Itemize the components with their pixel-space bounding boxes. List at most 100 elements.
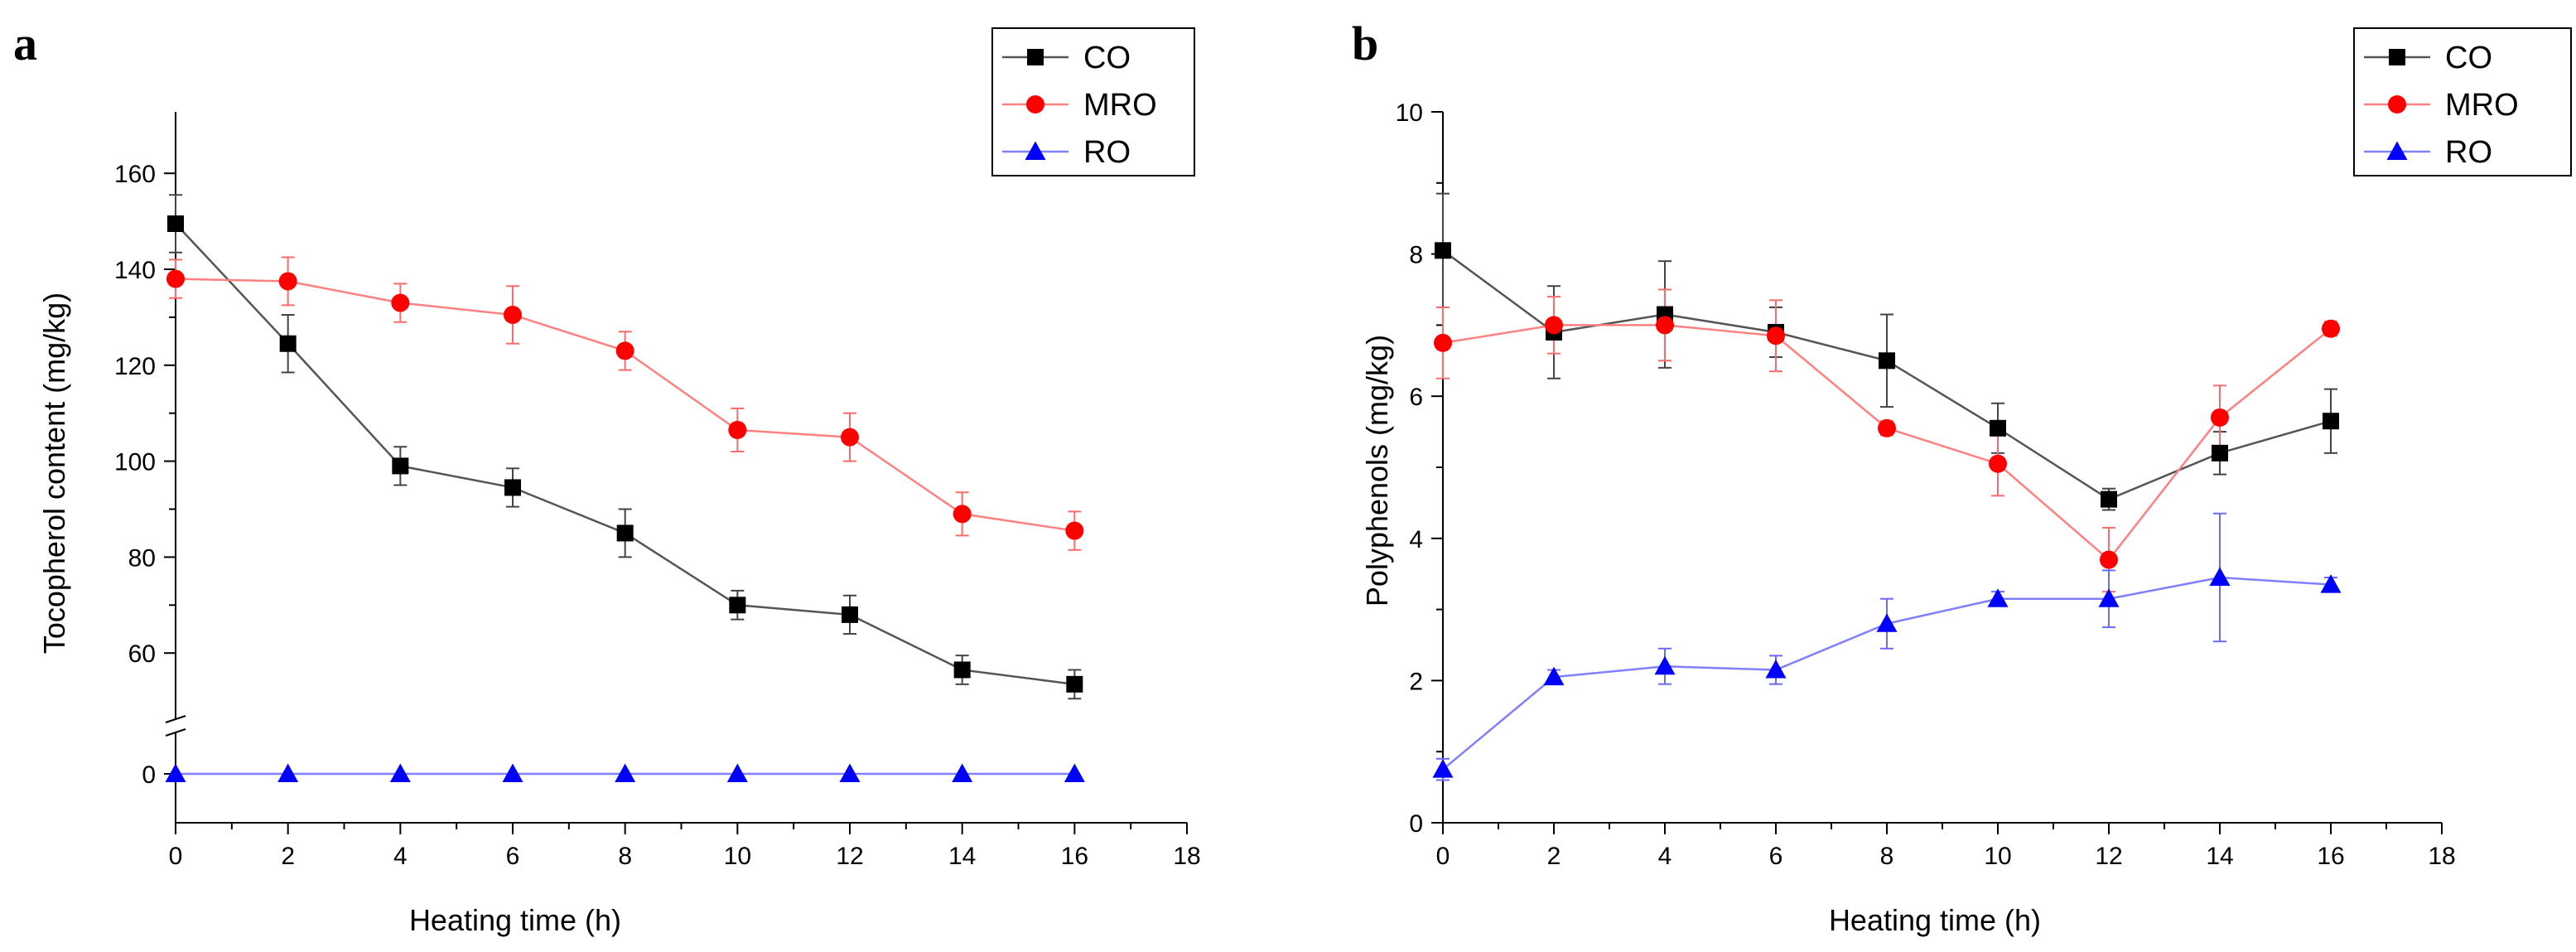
panel-a-y-tick-label: 60	[128, 640, 156, 668]
panel-a-point-ro	[165, 763, 186, 782]
panel-b-point-ro	[1432, 759, 1454, 778]
panel-b-point-co	[1990, 419, 2006, 437]
panel-a-point-co	[279, 335, 297, 352]
panel-a-legend-label-ro: RO	[1083, 135, 1131, 170]
panel-a-axis-break-mark	[165, 728, 186, 737]
panel-b-axes: 0 2 4 6 8 10 12 14 16 18 0 2 4 6 8 10	[1396, 99, 2456, 870]
panel-b-y-tick-label: 0	[1409, 810, 1423, 838]
panel-b-x-tick-label: 16	[2317, 843, 2344, 870]
panel-b-legend: CO MRO RO	[2353, 27, 2572, 176]
panel-a-x-tick-label: 8	[618, 843, 632, 870]
panel-a-legend-marker-ro	[1025, 141, 1046, 160]
panel-a-point-mro	[615, 341, 634, 360]
panel-b-point-co	[2101, 490, 2117, 508]
panel-a-axis-break-mark	[165, 715, 186, 723]
panel-b-legend-label-mro: MRO	[2445, 88, 2519, 123]
panel-b-point-mro	[2322, 319, 2340, 338]
panel-b-legend-marker-mro	[2388, 95, 2406, 114]
panel-b-point-mro	[1767, 326, 1785, 346]
panel-a-legend: CO MRO RO	[991, 27, 1195, 176]
panel-b-y-tick-label: 10	[1396, 99, 1423, 127]
panel-b-point-ro	[2320, 574, 2342, 593]
panel-b-point-mro	[1434, 333, 1452, 352]
panel-a-point-ro	[726, 763, 748, 782]
panel-b-point-mro	[2211, 408, 2229, 427]
panel-a-x-tick-label: 10	[724, 843, 751, 870]
panel-b-point-mro	[1656, 316, 1674, 335]
panel-a-error-bars	[169, 194, 1082, 700]
panel-a-point-mro	[391, 293, 410, 312]
panel-a-y-tick-label: 120	[114, 353, 156, 380]
panel-a-x-tick-label: 16	[1061, 843, 1088, 870]
panel-a-point-ro	[952, 763, 973, 782]
panel-a-legend-label-co: CO	[1083, 41, 1131, 75]
panel-b-x-tick-label: 12	[2095, 843, 2122, 870]
panel-b-y-tick-label: 6	[1409, 384, 1423, 411]
panel-b-y-axis-label: Polyphenols (mg/kg)	[1360, 335, 1394, 606]
panel-b-x-tick-label: 14	[2206, 843, 2233, 870]
panel-b-x-axis-label: Heating time (h)	[1829, 903, 2041, 937]
panel-a-markers	[165, 215, 1085, 782]
panel-b-point-co	[1435, 242, 1451, 259]
panel-a-line-mro	[175, 278, 1075, 532]
panel-a-point-co	[953, 661, 971, 679]
panel-a-point-co	[392, 457, 409, 475]
panel-b-label: b	[1352, 17, 1378, 70]
panel-b-markers	[1432, 242, 2342, 778]
panel-a-legend-marker-mro	[1026, 95, 1044, 114]
panel-b-point-mro	[1545, 316, 1563, 335]
panel-a-point-ro	[389, 763, 411, 782]
panel-a-chart: a 0 2 4 6 8 10 12 14 16 18 0 60 80 100 120 140 160 Heati…	[13, 17, 1201, 937]
panel-b-point-co	[2323, 413, 2339, 430]
panel-a-point-mro	[504, 306, 522, 325]
panel-a-x-tick-label: 0	[169, 843, 183, 870]
panel-a-y-tick-label: 80	[128, 544, 156, 572]
panel-b-legend-marker-ro	[2386, 141, 2408, 160]
panel-a-point-co	[167, 215, 184, 232]
panel-b-point-ro	[1987, 588, 2009, 607]
panel-b-x-tick-label: 10	[1984, 843, 2011, 870]
panel-b-chart: b 0 2 4 6 8 10 12 14 16 18 0 2 4 6 8 10 Heating time (h…	[1352, 17, 2572, 937]
panel-a-legend-label-mro: MRO	[1083, 88, 1157, 123]
panel-b-legend-label-ro: RO	[2445, 135, 2492, 170]
panel-b-error-bars	[1436, 192, 2337, 781]
panel-a-x-tick-label: 14	[948, 843, 976, 870]
panel-a-y-tick-label: 160	[114, 161, 156, 188]
panel-a-y-tick-label: 100	[114, 449, 156, 476]
panel-b-point-mro	[2100, 550, 2118, 569]
panel-a-legend-marker-co	[1027, 49, 1044, 65]
panel-a-point-ro	[615, 763, 636, 782]
panel-a-line-co	[175, 223, 1075, 686]
panel-a-x-axis-label: Heating time (h)	[409, 903, 621, 937]
panel-b-point-ro	[1543, 666, 1565, 686]
panel-a-point-co	[616, 524, 634, 542]
panel-a-x-tick-label: 4	[393, 843, 408, 870]
panel-a-label: a	[13, 17, 37, 70]
panel-a-point-mro	[953, 505, 972, 524]
panel-a-y-tick-label: 140	[114, 257, 156, 284]
panel-a-point-mro	[166, 269, 185, 288]
panel-b-x-tick-label: 6	[1769, 843, 1783, 870]
panel-b-x-tick-label: 0	[1436, 843, 1450, 870]
panel-b-point-ro	[2209, 567, 2231, 586]
panel-a-x-tick-label: 6	[506, 843, 520, 870]
panel-b-point-mro	[1878, 418, 1896, 437]
panel-b-point-ro	[1765, 660, 1787, 679]
panel-a-point-mro	[1065, 521, 1084, 540]
panel-b-x-tick-label: 4	[1658, 843, 1672, 870]
panel-a-point-mro	[841, 428, 859, 447]
panel-a-point-ro	[839, 763, 861, 782]
panel-a-point-ro	[502, 763, 523, 782]
panel-b-x-tick-label: 2	[1547, 843, 1561, 870]
panel-a-point-co	[1066, 675, 1083, 693]
panel-b-x-tick-label: 8	[1880, 843, 1894, 870]
panel-b-point-mro	[1989, 454, 2007, 473]
panel-a-point-ro	[1064, 763, 1085, 782]
panel-a-point-mro	[728, 420, 747, 439]
panel-a-y-axis-label: Tocopherol content (mg/kg)	[37, 292, 71, 654]
panel-a-point-co	[504, 479, 521, 496]
panel-b-legend-marker-co	[2389, 49, 2405, 65]
panel-a-point-co	[729, 597, 746, 614]
panel-b-legend-label-co: CO	[2445, 41, 2492, 75]
